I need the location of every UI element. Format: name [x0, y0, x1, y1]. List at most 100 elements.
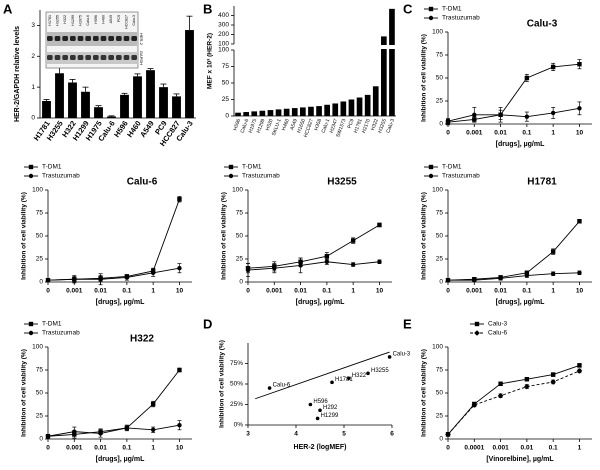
x-tick-label: 0 [446, 445, 450, 452]
blot-band [47, 36, 53, 41]
chart-title: H3255 [327, 177, 357, 188]
x-tick-label: H1299 [256, 118, 267, 134]
y-tick-label: 50 [36, 233, 44, 240]
series-line [47, 424, 180, 437]
bar [372, 86, 379, 116]
blot-lane-label: H460 [101, 15, 105, 24]
y-axis-label: Inhibition of cell viability (%) [221, 192, 228, 280]
series-line [47, 267, 180, 281]
y-tick-label: 0 [439, 279, 443, 286]
y-axis-label: MEF x 10³ (HER-2) [207, 33, 214, 89]
marker [377, 222, 382, 228]
chart-title: H1781 [527, 177, 557, 188]
y-axis-label: Inhibition of cell viability (%) [21, 349, 28, 437]
x-tick-label: SKLU-1 [271, 118, 283, 137]
marker [177, 266, 182, 271]
marker [272, 266, 277, 271]
bar [275, 109, 282, 116]
axis-break [235, 45, 397, 49]
x-tick-label: 10 [576, 130, 584, 137]
blot-band [108, 36, 114, 41]
point [387, 355, 392, 359]
marker [72, 277, 77, 282]
y-tick-label: 0 [239, 279, 243, 286]
blot-band [54, 36, 61, 41]
y-tick-label: 0 [31, 115, 35, 122]
y-tick-label: 100 [32, 344, 43, 351]
point [315, 416, 320, 421]
y-tick-label: 25 [36, 413, 44, 420]
y-tick-label: 25 [436, 256, 444, 263]
point-label: Calu-6 [273, 383, 291, 389]
y-tick-label: 75 [36, 210, 44, 217]
x-tick-label: 0.1 [549, 445, 558, 452]
x-tick-label: 0.001 [66, 288, 83, 295]
x-tick-label: 0.001 [66, 445, 83, 452]
blot-lane-label: A549 [109, 15, 113, 23]
x-tick-label: H322 [370, 118, 380, 131]
x-tick-label: 0.01 [521, 445, 534, 452]
x-tick-label: 0 [46, 445, 50, 452]
point [366, 371, 370, 376]
y-tick-label: 0 [39, 279, 43, 286]
x-tick-label: 0.1 [122, 288, 131, 295]
bar [348, 99, 355, 116]
blot-band [85, 36, 91, 41]
bar [283, 108, 290, 116]
y-tick-label: 25 [436, 98, 444, 105]
x-axis-label: [drugs], µg/mL [496, 299, 545, 306]
bar [159, 87, 168, 118]
marker [498, 112, 503, 118]
blot-lane-label: Calu-6 [86, 15, 90, 26]
y-tick-label: 100 [432, 29, 443, 36]
marker [124, 425, 130, 431]
y-tick-label: 75 [436, 52, 444, 59]
bar [107, 116, 116, 118]
y-tick-label: 25% [230, 401, 243, 408]
y-axis-label: Inhibition of cell viability (%) [219, 340, 226, 428]
x-tick-label: 1 [578, 445, 582, 452]
x-axis-label: [drugs], µg/mL [96, 456, 145, 463]
y-tick-label: 100 [218, 47, 229, 54]
y-axis-label: Inhibition of cell viability (%) [421, 349, 428, 437]
x-tick-label: H3255 [377, 118, 388, 134]
marker [45, 434, 51, 439]
x-tick-label: 0 [46, 288, 50, 295]
legend-marker [28, 164, 34, 170]
y-tick-label: 75 [236, 210, 244, 217]
y-tick-label: 50 [36, 390, 44, 397]
x-tick-label: 1 [151, 288, 155, 295]
blot-band-label: HER-2 [139, 33, 144, 46]
x-tick-label: H1975 [248, 118, 259, 134]
blot-band [108, 55, 114, 60]
chart-title: Calu-3 [527, 19, 558, 30]
point [318, 408, 322, 413]
x-axis-label: [drugs], µg/mL [296, 299, 345, 306]
blot-lane-label: Calu-3 [132, 15, 136, 26]
blot-lane-label: H3255 [55, 15, 59, 26]
legend-marker [228, 164, 234, 170]
x-tick-label: 0.001 [466, 288, 483, 295]
marker [150, 270, 156, 275]
marker [577, 62, 582, 67]
legend-label: Calu-6 [488, 330, 508, 337]
legend-label: Trastuzumab [242, 173, 280, 180]
x-tick-label: 0 [446, 130, 450, 137]
bar [381, 36, 387, 116]
marker [577, 106, 582, 111]
legend-label: T-DM1 [42, 321, 62, 328]
marker [177, 367, 182, 373]
blot-band [131, 55, 137, 60]
marker [550, 110, 556, 116]
marker [497, 392, 504, 399]
bar [340, 101, 347, 116]
bar [146, 70, 155, 118]
x-tick-label: H460 [281, 118, 291, 131]
series-line [447, 364, 580, 435]
blot-lane-label: H322 [63, 15, 67, 24]
legend-marker [228, 173, 234, 179]
legend-label: T-DM1 [42, 164, 62, 171]
series-line [47, 199, 180, 281]
y-tick-label: 50 [236, 233, 244, 240]
y-tick-label: 200 [218, 31, 229, 38]
